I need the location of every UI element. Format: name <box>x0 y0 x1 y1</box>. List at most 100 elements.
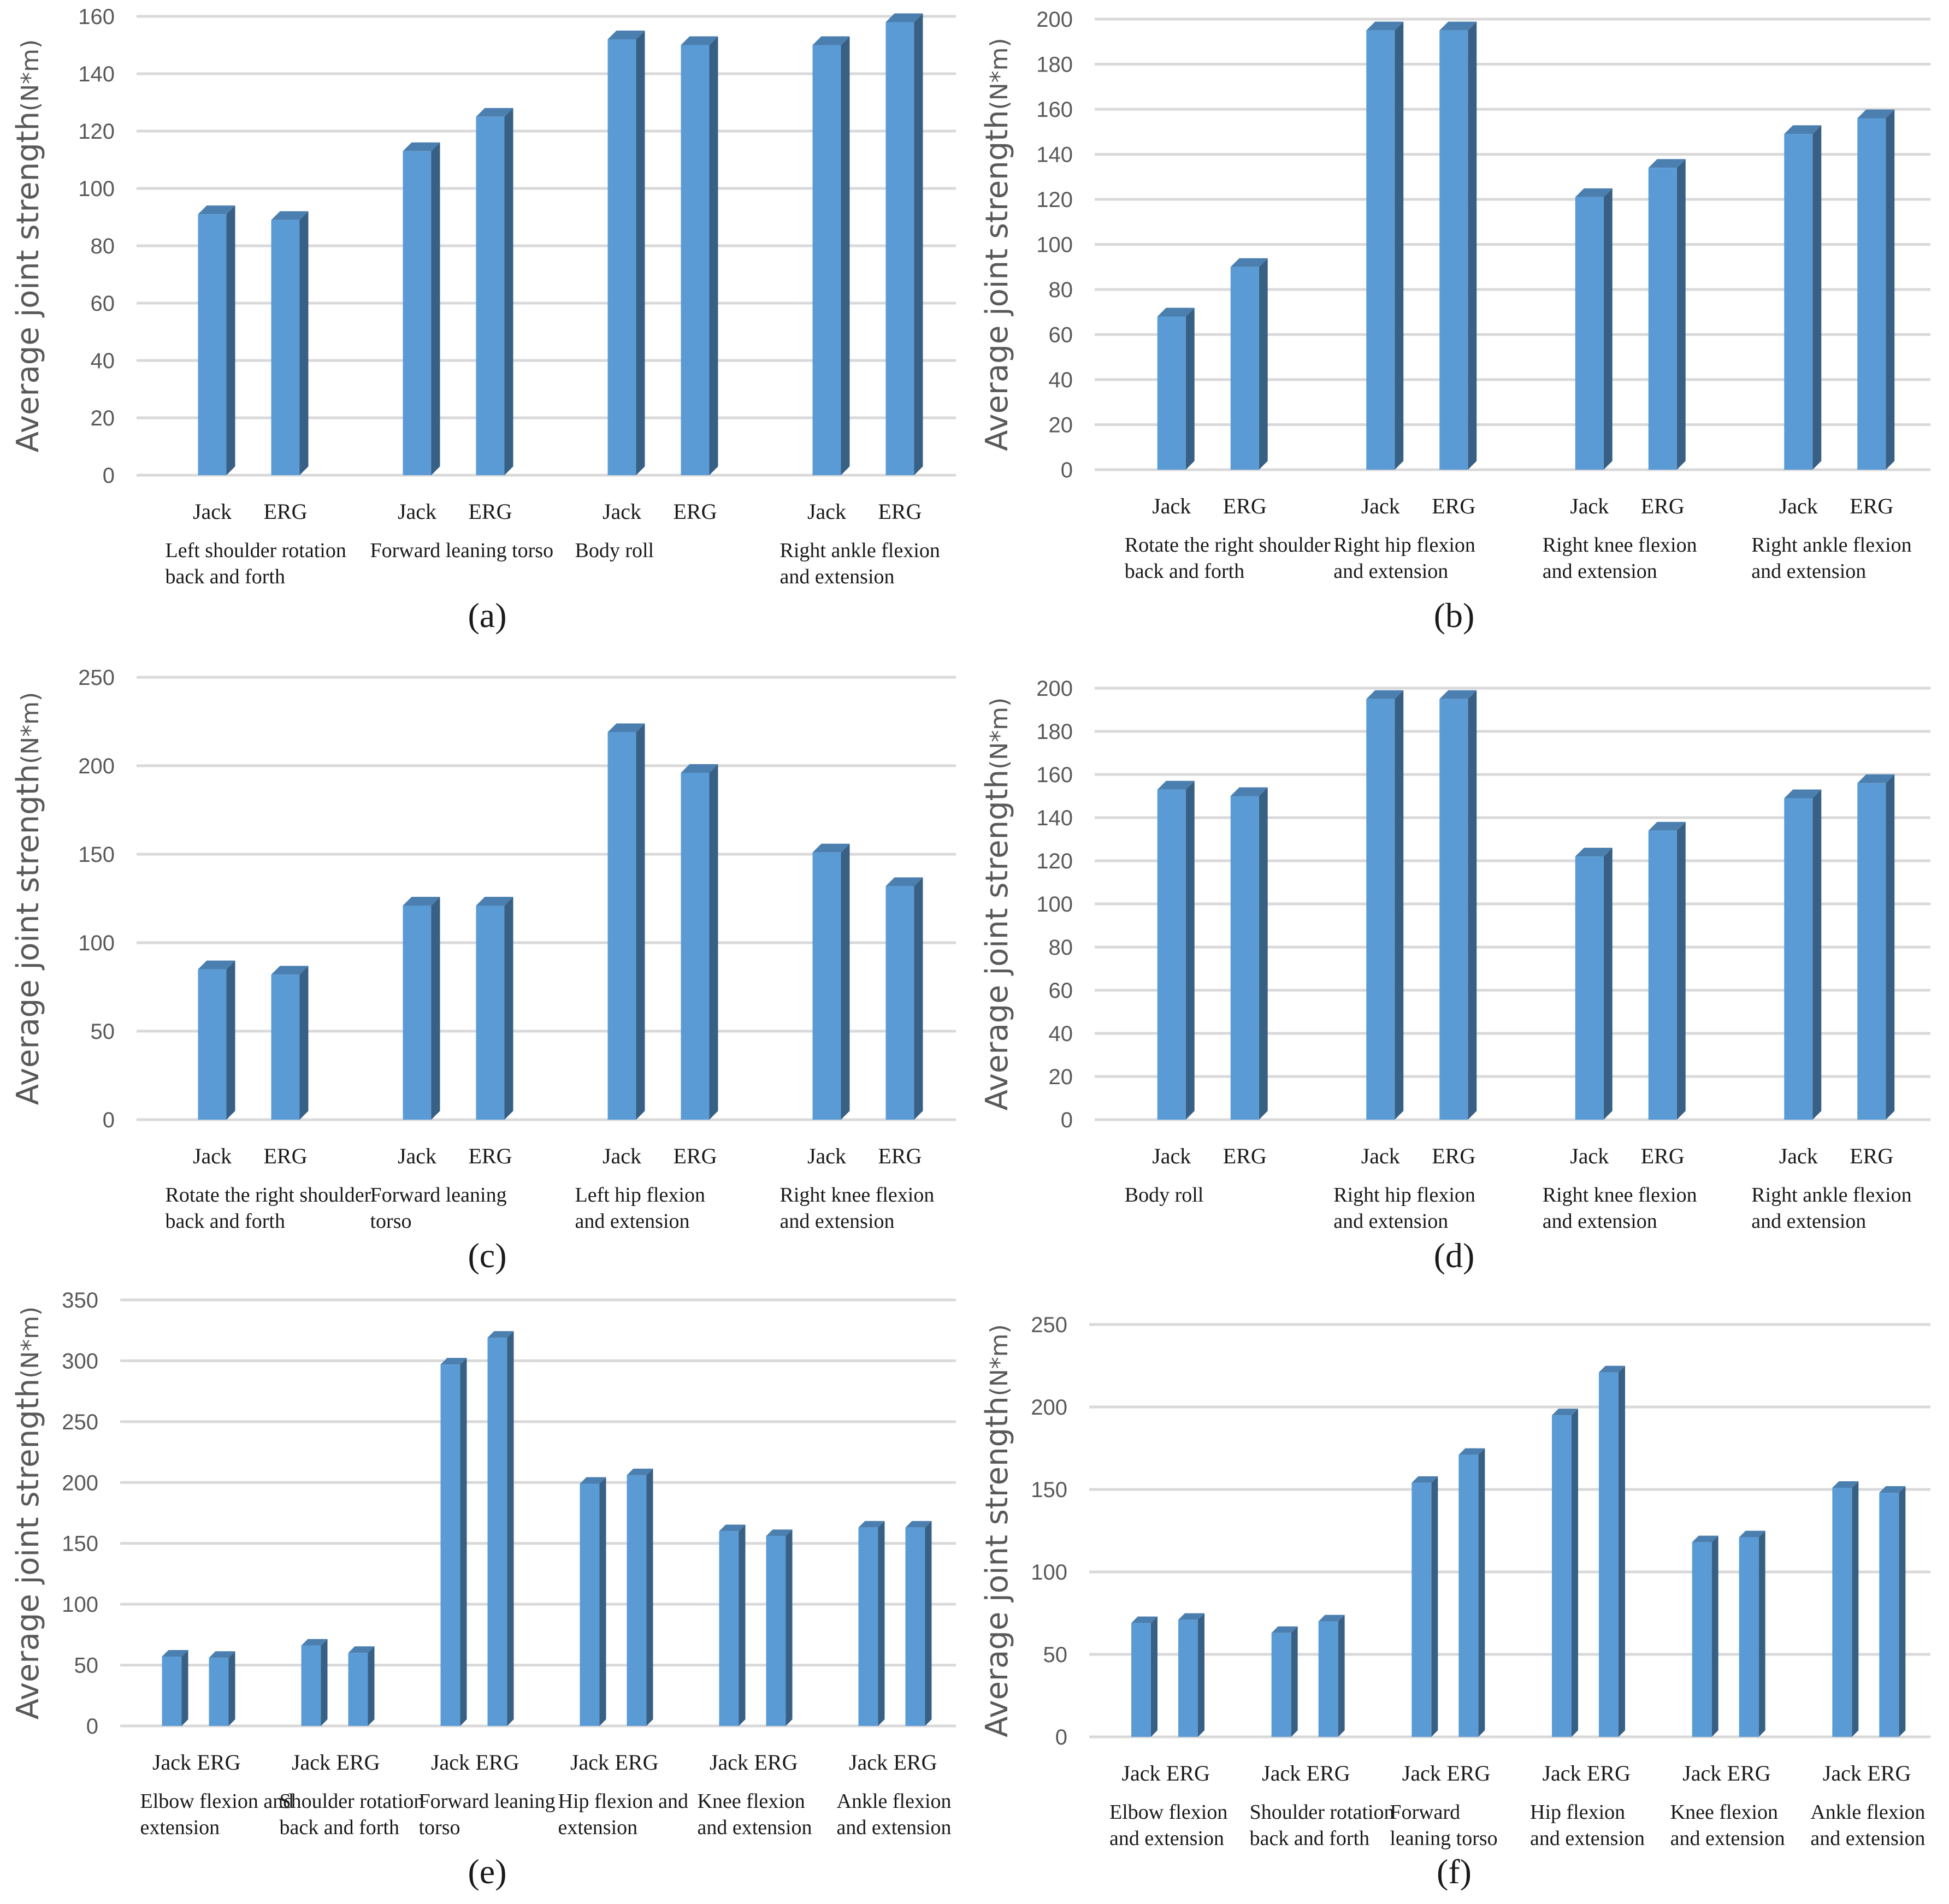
bar <box>905 1521 932 1726</box>
y-axis-label: Average joint strength(N*m) <box>979 1324 1015 1737</box>
chart-c: 0 50 100 150 200 250 Average joint strength(N*… <box>10 666 956 1233</box>
bar-top <box>209 1651 235 1658</box>
bar-side <box>368 1646 375 1726</box>
series-label: ERG <box>1641 1144 1685 1168</box>
bar-front <box>885 886 914 1120</box>
bar <box>1599 1365 1625 1737</box>
category-label: Forward leaning torso <box>370 539 554 562</box>
series-label: Jack <box>1542 1761 1581 1785</box>
panel-caption-e: (e) <box>468 1852 507 1891</box>
bar <box>487 1331 514 1726</box>
bar-front <box>1131 1623 1151 1737</box>
bar-side <box>181 1649 188 1726</box>
bar-top <box>1739 1530 1765 1538</box>
category-label: Knee flexion <box>698 1790 805 1813</box>
chart-panel-b: 0 20 40 60 80 100 120 140 160 180 200 Average joint… <box>975 0 1949 617</box>
series-label: Jack <box>603 499 641 524</box>
bar-side <box>1711 1535 1718 1737</box>
series-label: ERG <box>1850 1144 1893 1168</box>
bar-front <box>198 969 227 1120</box>
y-tick-label: 150 <box>78 843 115 867</box>
bar <box>1648 159 1686 470</box>
category-label: torso <box>419 1816 460 1839</box>
category-label: Rotate the right shoulder <box>1125 534 1331 557</box>
bar <box>271 966 309 1120</box>
series-label: ERG <box>469 1144 512 1168</box>
y-tick-label: 150 <box>62 1532 98 1556</box>
y-axis-label: Average joint strength(N*m) <box>10 1306 46 1719</box>
bar-top <box>440 1358 467 1365</box>
bar-top <box>348 1646 375 1653</box>
bar-top <box>1575 848 1613 857</box>
category-label: Rotate the right shoulder <box>166 1184 371 1207</box>
bar-side <box>1572 1409 1578 1737</box>
category-label: Ankle flexion <box>1810 1801 1925 1824</box>
bar-side <box>1812 789 1822 1120</box>
category-label: Forward leaning <box>419 1790 556 1813</box>
category-label: Body roll <box>575 539 654 562</box>
bar-front <box>1784 134 1813 470</box>
y-tick-label: 140 <box>1036 806 1073 830</box>
series-label: ERG <box>615 1750 659 1775</box>
chart-panel-f: 0 50 100 150 200 250 Average joint strength(N*… <box>975 1273 1949 1901</box>
bar-top <box>1157 780 1195 790</box>
series-label: ERG <box>1307 1761 1350 1785</box>
bar-front <box>209 1658 229 1726</box>
bar <box>403 142 440 475</box>
series-label: Jack <box>1570 1144 1609 1168</box>
bar <box>1552 1409 1578 1737</box>
bar-side <box>1619 1365 1625 1737</box>
y-tick-label: 140 <box>1036 143 1073 167</box>
bar-side <box>841 843 850 1120</box>
bar-front <box>476 116 505 475</box>
bar-top <box>162 1649 188 1657</box>
series-label: Jack <box>152 1750 191 1775</box>
bar <box>1575 188 1613 470</box>
category-label: back and forth <box>1250 1827 1369 1850</box>
bar-side <box>1151 1616 1157 1737</box>
y-tick-label: 120 <box>1036 849 1073 873</box>
bar <box>1366 690 1404 1120</box>
bar-side <box>1198 1613 1204 1737</box>
bar-front <box>487 1338 507 1726</box>
bar-top <box>1411 1476 1438 1483</box>
bar-top <box>1178 1613 1204 1620</box>
bar <box>812 843 850 1120</box>
bar-front <box>1648 830 1677 1120</box>
y-tick-label: 250 <box>78 666 115 690</box>
series-label: ERG <box>878 499 922 524</box>
bar-side <box>1291 1626 1298 1737</box>
bar-front <box>1178 1619 1198 1737</box>
category-label: Right hip flexion <box>1333 534 1475 557</box>
y-tick-label: 60 <box>1049 979 1073 1003</box>
y-tick-label: 150 <box>1031 1478 1067 1502</box>
chart-b: 0 20 40 60 80 100 120 140 160 180 200 Average joint… <box>979 8 1930 583</box>
y-tick-label: 100 <box>78 177 115 201</box>
bar-side <box>739 1524 746 1726</box>
series-label: Jack <box>193 1144 232 1168</box>
series-label: Jack <box>570 1750 609 1775</box>
series-label: Jack <box>710 1750 748 1775</box>
bar-front <box>1271 1633 1291 1737</box>
bar-front <box>1230 796 1259 1120</box>
bar-front <box>1366 699 1395 1120</box>
bar <box>766 1529 793 1726</box>
category-label: Shoulder rotation <box>1250 1801 1395 1824</box>
bar-side <box>1259 787 1268 1120</box>
bar-top <box>1648 821 1686 831</box>
series-label: ERG <box>1223 494 1267 518</box>
bar-top <box>1131 1616 1157 1623</box>
bar <box>1439 690 1477 1120</box>
y-tick-label: 140 <box>78 62 115 86</box>
bar-side <box>299 966 309 1120</box>
category-label: Shoulder rotation <box>280 1790 424 1813</box>
bar-front <box>440 1364 460 1726</box>
bar-top <box>1879 1486 1906 1493</box>
bar-side <box>646 1468 653 1726</box>
bar-side <box>636 31 645 475</box>
y-tick-label: 100 <box>1031 1560 1067 1584</box>
y-axis-label: Average joint strength(N*m) <box>10 692 46 1105</box>
bar <box>1784 125 1822 470</box>
category-label: Right ankle flexion <box>780 539 940 562</box>
bar <box>1857 109 1895 470</box>
